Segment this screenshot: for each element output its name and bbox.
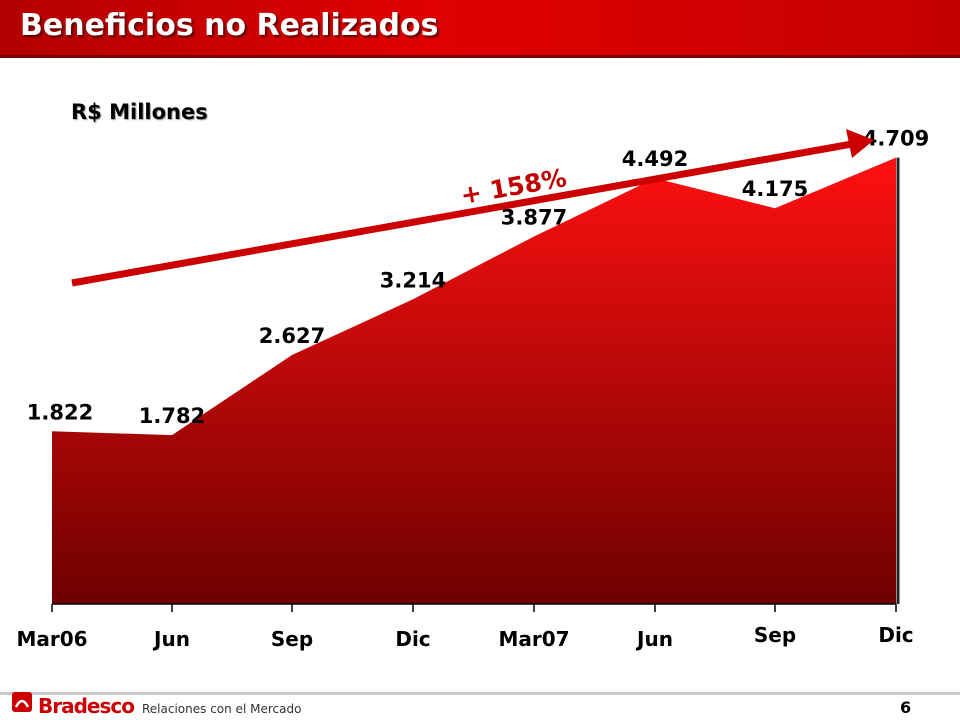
growth-arrow	[71, 140, 853, 287]
chart: Mar06 Jun Sep Dic Mar07 Jun Sep Dic 1.822 1.782 2…	[16, 127, 929, 651]
x-tick-label: Jun	[152, 627, 190, 651]
page-number: 6	[900, 698, 912, 717]
page-title: Beneficios no Realizados	[20, 8, 439, 43]
data-label: 3.877	[501, 206, 567, 230]
x-tick-label: Dic	[395, 627, 430, 651]
data-label: 4.492	[622, 147, 688, 171]
data-label: 4.175	[742, 177, 808, 201]
data-label: 1.782	[139, 404, 205, 428]
data-label: 3.214	[380, 268, 446, 292]
title-bar: Beneficios no Realizados	[0, 0, 960, 58]
footer-tagline: Relaciones con el Mercado	[142, 702, 302, 716]
x-tick-label: Mar07	[498, 627, 569, 651]
x-tick-label: Sep	[754, 623, 796, 647]
data-label: 2.627	[259, 324, 325, 348]
brand-logo: Bradesco	[38, 694, 135, 718]
x-tick-label: Mar06	[16, 627, 87, 651]
data-label: 1.822	[27, 400, 93, 424]
series-area	[52, 157, 896, 604]
data-label: 4.709	[863, 127, 929, 151]
bradesco-logo-icon	[12, 692, 32, 712]
growth-arrowhead	[846, 129, 874, 158]
chart-unit-label: R$ Millones	[71, 100, 208, 124]
x-tick-label: Sep	[271, 627, 313, 651]
x-tick-label: Jun	[635, 627, 673, 651]
x-tick-label: Dic	[878, 623, 913, 647]
footer-divider	[0, 692, 960, 695]
